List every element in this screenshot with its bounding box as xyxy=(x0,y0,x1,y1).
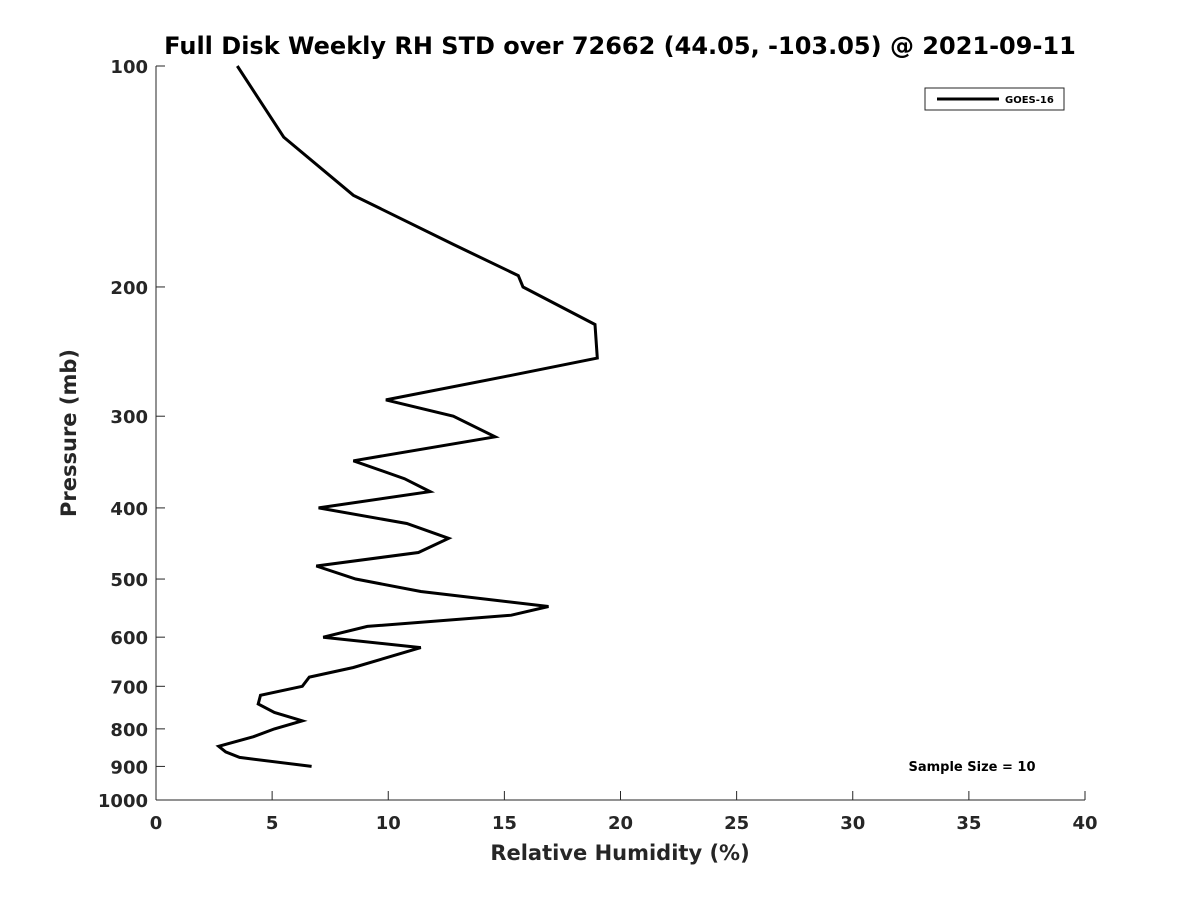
x-axis-ticks: 0 5 10 15 20 25 30 35 40 xyxy=(150,791,1098,834)
series-layer xyxy=(215,65,599,768)
chart-title: Full Disk Weekly RH STD over 72662 (44.0… xyxy=(164,32,1076,60)
x-tick-label: 35 xyxy=(956,813,981,834)
y-tick-label: 400 xyxy=(110,499,148,520)
x-tick-label: 15 xyxy=(492,813,517,834)
x-tick-label: 30 xyxy=(840,813,865,834)
sample-size-annotation: Sample Size = 10 xyxy=(908,760,1035,775)
y-tick-label: 300 xyxy=(110,407,148,428)
x-tick-label: 10 xyxy=(376,813,401,834)
y-axis-ticks: 100 200 300 400 500 600 700 800 900 1000 xyxy=(98,57,165,812)
x-tick-label: 0 xyxy=(150,813,163,834)
x-axis-label: Relative Humidity (%) xyxy=(490,841,749,865)
legend: GOES-16 xyxy=(924,87,1065,111)
x-tick-label: 40 xyxy=(1072,813,1097,834)
y-tick-label: 800 xyxy=(110,720,148,741)
y-tick-label: 100 xyxy=(110,57,148,78)
y-tick-label: 600 xyxy=(110,628,148,649)
y-tick-label: 900 xyxy=(110,757,148,778)
plot-area xyxy=(156,66,1085,800)
y-tick-label: 1000 xyxy=(98,791,148,812)
y-tick-label: 500 xyxy=(110,570,148,591)
x-tick-label: 5 xyxy=(266,813,279,834)
x-tick-label: 20 xyxy=(608,813,633,834)
x-tick-label: 25 xyxy=(724,813,749,834)
y-axis-label: Pressure (mb) xyxy=(57,349,81,517)
series-line-goes-16 xyxy=(215,65,599,768)
y-tick-label: 700 xyxy=(110,677,148,698)
legend-label-goes-16: GOES-16 xyxy=(1005,95,1054,106)
y-tick-label: 200 xyxy=(110,278,148,299)
